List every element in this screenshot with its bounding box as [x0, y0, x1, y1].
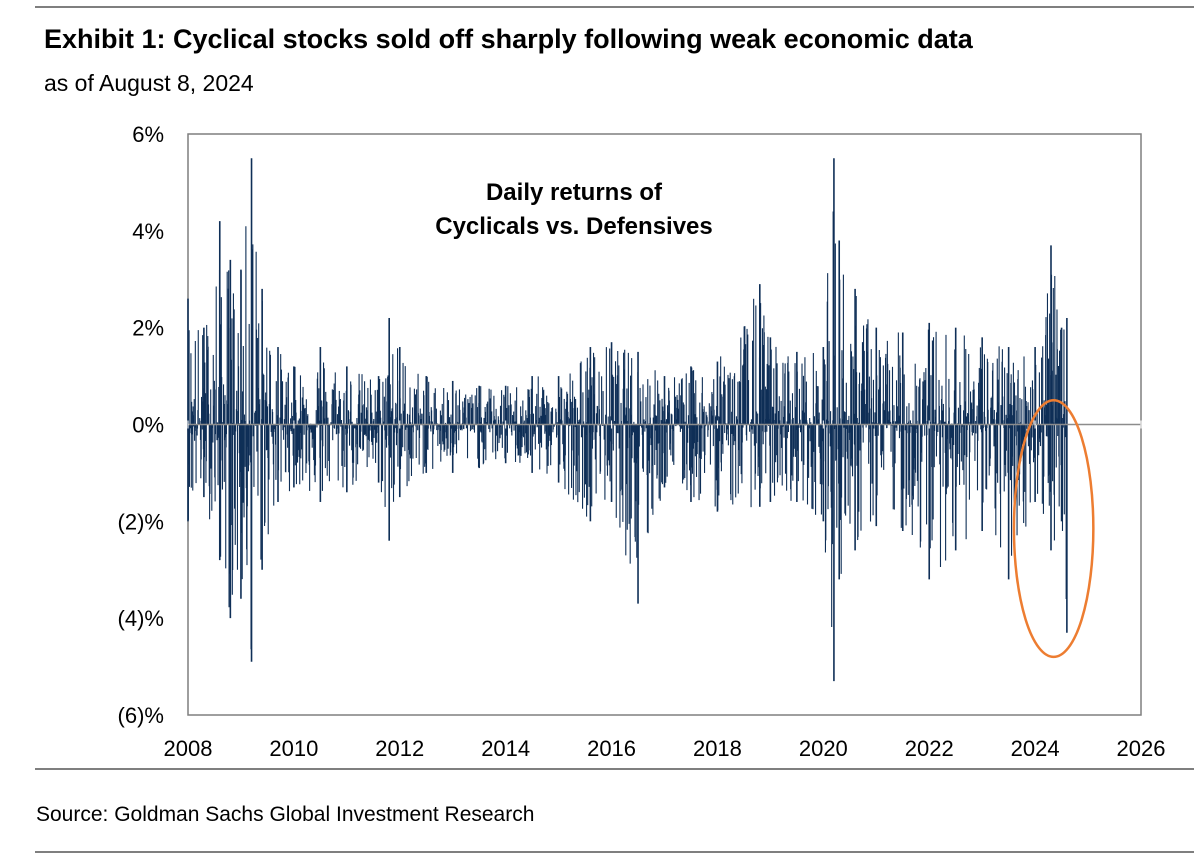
y-tick-label: 4% [132, 219, 164, 244]
exhibit-subtitle: as of August 8, 2024 [44, 70, 254, 96]
x-tick-label: 2024 [1011, 736, 1060, 761]
y-tick-label: 2% [132, 316, 164, 341]
exhibit-title: Exhibit 1: Cyclical stocks sold off shar… [44, 24, 973, 54]
daily-return-bars [187, 158, 1068, 682]
x-tick-label: 2008 [164, 736, 213, 761]
chart-annotation-line-2: Cyclicals vs. Defensives [435, 213, 713, 240]
x-tick-label: 2022 [905, 736, 954, 761]
y-tick-label: 6% [132, 122, 164, 147]
y-tick-label: 0% [132, 413, 164, 438]
x-tick-label: 2016 [587, 736, 636, 761]
x-tick-label: 2018 [693, 736, 742, 761]
x-tick-label: 2010 [269, 736, 318, 761]
highlight-ellipse [1012, 399, 1095, 659]
y-axis-ticks: 6% 4% 2% 0% (2)% (4)% (6)% [118, 122, 164, 728]
x-tick-label: 2014 [481, 736, 530, 761]
source-note: Source: Goldman Sachs Global Investment … [36, 803, 535, 826]
y-tick-label: (6)% [118, 703, 164, 728]
x-axis-ticks: 2008 2010 2012 2014 2016 2018 2020 2022 2024 2026 [164, 420, 1166, 761]
x-tick-label: 2020 [799, 736, 848, 761]
bottom-rule [35, 851, 1194, 853]
x-tick-label: 2026 [1117, 736, 1166, 761]
top-rule [35, 6, 1194, 8]
chart-annotation-line-1: Daily returns of [486, 179, 663, 206]
y-tick-label: (4)% [118, 606, 164, 631]
x-tick-label: 2012 [375, 736, 424, 761]
y-tick-label: (2)% [118, 509, 164, 534]
footer-rule [35, 768, 1194, 770]
